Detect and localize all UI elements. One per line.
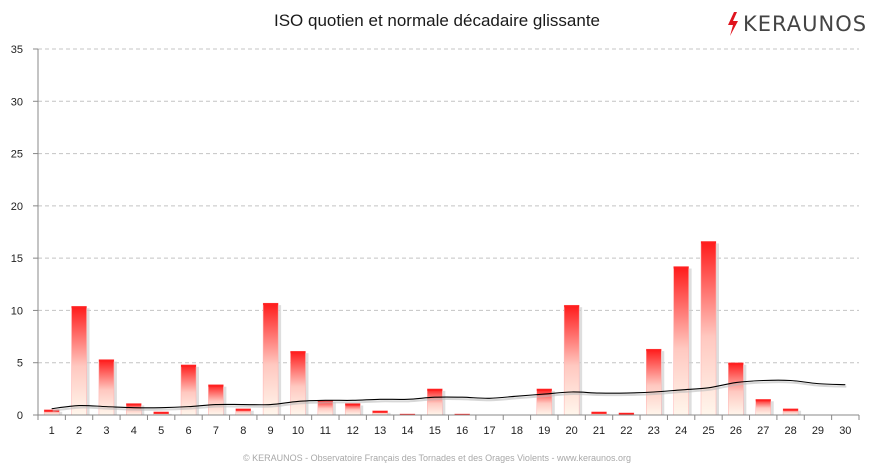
x-tick-label: 1 <box>49 425 55 437</box>
bar-cap <box>372 410 388 413</box>
x-tick-label: 2 <box>76 425 82 437</box>
x-tick-label: 12 <box>347 425 359 437</box>
y-tick-label: 25 <box>11 149 23 161</box>
x-tick-label: 11 <box>320 425 331 437</box>
bar-cap <box>783 408 799 411</box>
x-tick-label: 4 <box>131 425 137 437</box>
bar-cap <box>591 411 607 414</box>
x-tick-labels: 1 2 3 4 5 6 7 8 9 10 11 12 13 14 15 16 17 18 19 20 21 22 23 24 2… <box>49 425 852 437</box>
x-tick-label: 17 <box>483 425 495 437</box>
bar-cap <box>208 384 224 387</box>
normal-line <box>51 379 847 412</box>
y-tick-label: 5 <box>17 358 23 370</box>
bar-cap <box>235 408 251 411</box>
gridlines <box>38 48 859 364</box>
bar-cap <box>263 303 279 306</box>
x-tick-label: 10 <box>292 425 304 437</box>
bar <box>290 350 306 416</box>
bar-cap <box>755 399 771 402</box>
bar <box>262 302 279 416</box>
bar <box>728 362 744 416</box>
x-tick-label: 8 <box>240 425 246 437</box>
x-tick-label: 19 <box>538 425 550 437</box>
x-tick-label: 24 <box>675 425 687 437</box>
bars <box>43 241 802 416</box>
x-tick-label: 13 <box>374 425 386 437</box>
bar-cap <box>98 359 114 362</box>
x-tick-label: 5 <box>158 425 164 437</box>
x-tick-label: 9 <box>268 425 274 437</box>
x-tick-label: 21 <box>593 425 605 437</box>
bar <box>563 304 580 416</box>
bar-cap <box>71 306 87 309</box>
bar-cap <box>646 349 662 352</box>
bar-cap <box>181 364 197 367</box>
bar-cap <box>673 266 689 269</box>
bar-cap <box>44 409 60 412</box>
x-tick-label: 23 <box>648 425 660 437</box>
bar-cap <box>564 305 580 308</box>
keraunos-logo: KERAUNOS <box>726 10 867 38</box>
y-tick-label: 35 <box>11 44 23 56</box>
y-tick-labels: 0 5 10 15 20 25 30 35 <box>11 44 23 422</box>
x-tick-label: 28 <box>784 425 796 437</box>
x-tick-label: 3 <box>103 425 109 437</box>
bar-cap <box>317 400 333 403</box>
x-tick-label: 20 <box>566 425 578 437</box>
bar-cap <box>399 413 415 415</box>
x-tick-label: 14 <box>401 425 413 437</box>
logo-text: KERAUNOS <box>743 12 868 36</box>
bar <box>208 384 224 416</box>
y-tick-label: 20 <box>11 201 23 213</box>
x-tick-label: 29 <box>812 425 824 437</box>
normal-line-shadow <box>52 381 847 412</box>
normal-line-path <box>51 379 846 410</box>
bar-cap <box>700 241 716 244</box>
bar-cap <box>728 362 744 365</box>
footer-credit: © KERAUNOS - Observatoire Français des T… <box>243 453 631 463</box>
bar <box>427 388 443 416</box>
bar <box>646 348 662 416</box>
axes <box>33 48 860 420</box>
x-tick-label: 26 <box>730 425 742 437</box>
bar <box>71 305 87 416</box>
lightning-bolt-icon <box>728 12 738 36</box>
bar <box>536 388 553 416</box>
y-tick-label: 30 <box>11 96 23 108</box>
x-tick-label: 16 <box>456 425 468 437</box>
x-tick-label: 18 <box>511 425 523 437</box>
bar-cap <box>345 403 361 406</box>
bar-cap <box>454 413 470 415</box>
x-tick-label: 6 <box>185 425 191 437</box>
y-tick-label: 15 <box>11 253 23 265</box>
x-tick-label: 22 <box>620 425 632 437</box>
x-tick-label: 15 <box>429 425 441 437</box>
bar <box>755 399 771 416</box>
bar-cap <box>618 412 634 415</box>
bar-cap <box>536 388 552 391</box>
bar-cap <box>290 351 306 354</box>
bar-cap <box>126 403 142 406</box>
x-tick-label: 25 <box>702 425 714 437</box>
chart-title: ISO quotien et normale décadaire glissan… <box>273 11 601 30</box>
y-tick-label: 10 <box>11 305 23 317</box>
bar-cap <box>427 388 443 391</box>
x-tick-label: 30 <box>839 425 851 437</box>
y-tick-label: 0 <box>17 410 23 422</box>
bar-cap <box>153 411 169 414</box>
x-tick-label: 27 <box>757 425 769 437</box>
x-tick-label: 7 <box>213 425 219 437</box>
